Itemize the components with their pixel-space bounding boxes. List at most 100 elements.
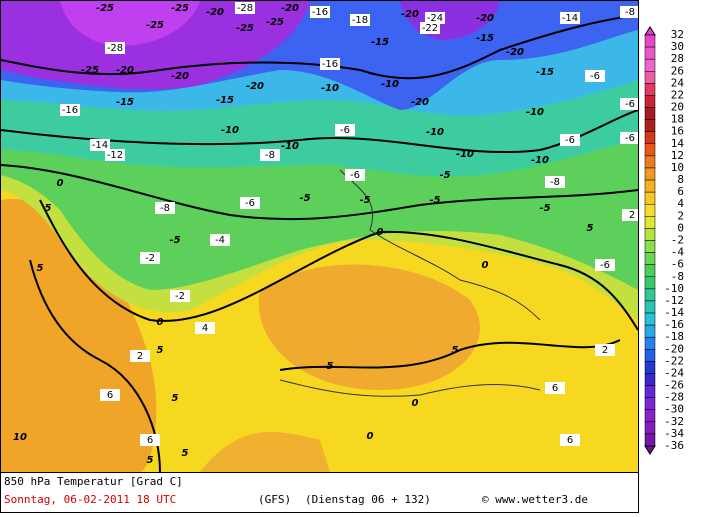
footer-model: (GFS) (258, 493, 291, 506)
label-box (595, 344, 615, 356)
contour-label: 5 (182, 448, 189, 459)
contour-label: -18 (352, 15, 368, 26)
colorbar-segment (644, 83, 656, 96)
colorbar-label: -28 (664, 391, 684, 404)
colorbar-label: 0 (677, 221, 684, 234)
contour-label: -10 (381, 79, 399, 90)
contour-label: -10 (321, 83, 339, 94)
contour-label: -20 (206, 7, 224, 18)
contour-label: -20 (506, 47, 524, 58)
footer-title: 850 hPa Temperatur [Grad C] (4, 475, 183, 488)
colorbar-segment (644, 71, 656, 84)
label-box (620, 132, 640, 144)
contour-label: -25 (81, 65, 99, 76)
contour-label: -20 (246, 81, 264, 92)
contour-labels: -25 -25 -20 -28 -20 -16-18-20 -24 -20 -14-8-28-2… (13, 2, 642, 466)
label-box (130, 350, 150, 362)
contour-label: 6 (147, 435, 153, 446)
label-box (545, 382, 565, 394)
contour-label: -2 (175, 291, 185, 302)
colorbar-label: 18 (671, 113, 684, 126)
contour (0, 14, 639, 80)
label-box (320, 58, 340, 70)
contour-label: -16 (322, 59, 338, 70)
label-box (622, 209, 642, 221)
contour-label: 0 (57, 178, 64, 189)
contour-label: -10 (426, 127, 444, 138)
colorbar-segment (644, 228, 656, 241)
label-box (585, 70, 605, 82)
colorbar-label: -24 (664, 366, 684, 379)
contour-label: -20 (401, 9, 419, 20)
contour-label: 0 (412, 398, 419, 409)
coastlines (279, 169, 541, 397)
colorbar: 32302826242220181614121086420-2-4-6-8-10… (644, 26, 684, 455)
contour-label: 0 (482, 260, 489, 271)
label-box (100, 389, 120, 401)
colorbar-segment (644, 252, 656, 265)
contour-label: 10 (13, 432, 27, 443)
footer-date: Sonntag, 06-02-2011 18 UTC (4, 493, 176, 506)
label-box (60, 104, 80, 116)
label-box (140, 252, 160, 264)
contour-label: 2 (602, 345, 608, 356)
colorbar-label: -2 (671, 234, 684, 247)
contour-label: -15 (216, 95, 234, 106)
colorbar-segment (644, 264, 656, 278)
contour-label: -2 (145, 253, 155, 264)
contour-label: -4 (215, 235, 225, 246)
label-box (310, 6, 330, 18)
contour-label: -28 (107, 43, 123, 54)
contour-label: 5 (157, 345, 164, 356)
label-box (345, 169, 365, 181)
colorbar-label: 28 (671, 52, 684, 65)
coastline (339, 169, 541, 321)
temperature-field (1, 1, 638, 472)
colorbar-segment (644, 131, 656, 145)
label-box (260, 149, 280, 161)
colorbar-segment (644, 300, 656, 314)
colorbar-label: -8 (671, 270, 684, 283)
colorbar-segment (644, 46, 656, 60)
colorbar-segment (644, 385, 656, 398)
colorbar-segment (644, 107, 656, 120)
colorbar-segment (644, 373, 656, 386)
contour-label: -16 (62, 105, 78, 116)
colorbar-label: -10 (664, 282, 684, 295)
contour-label: -20 (411, 97, 429, 108)
colorbar-segment (644, 349, 656, 362)
label-box (195, 322, 215, 334)
contour-label: -28 (237, 3, 253, 14)
colorbar-segment (644, 336, 656, 350)
contour-label: -6 (565, 135, 575, 146)
contour-label: -5 (539, 203, 550, 214)
label-box (620, 6, 640, 18)
label-box (335, 124, 355, 136)
contour-label: 0 (377, 227, 384, 238)
colorbar-label: -30 (664, 403, 684, 416)
colorbar-label: -34 (664, 427, 684, 440)
label-box (155, 202, 175, 214)
colorbar-label: -32 (664, 415, 684, 428)
contour-label: -10 (526, 107, 544, 118)
contour-label: -6 (340, 125, 350, 136)
contour (39, 199, 639, 331)
label-box (90, 139, 110, 151)
contour-label: -20 (171, 71, 189, 82)
contour-label: 6 (567, 435, 573, 446)
contour-label: -6 (590, 71, 600, 82)
label-box (560, 134, 580, 146)
label-box (140, 434, 160, 446)
label-box (210, 234, 230, 246)
colorbar-segment (644, 143, 656, 157)
contour-label: 2 (137, 351, 143, 362)
colorbar-segment (644, 397, 656, 410)
colorbar-label: -14 (664, 306, 684, 319)
label-box (170, 290, 190, 302)
colorbar-segment (644, 155, 656, 169)
colorbar-segment (644, 58, 656, 72)
contour-label: -8 (625, 7, 635, 18)
contour (29, 259, 161, 473)
colorbar-label: 2 (677, 209, 684, 222)
